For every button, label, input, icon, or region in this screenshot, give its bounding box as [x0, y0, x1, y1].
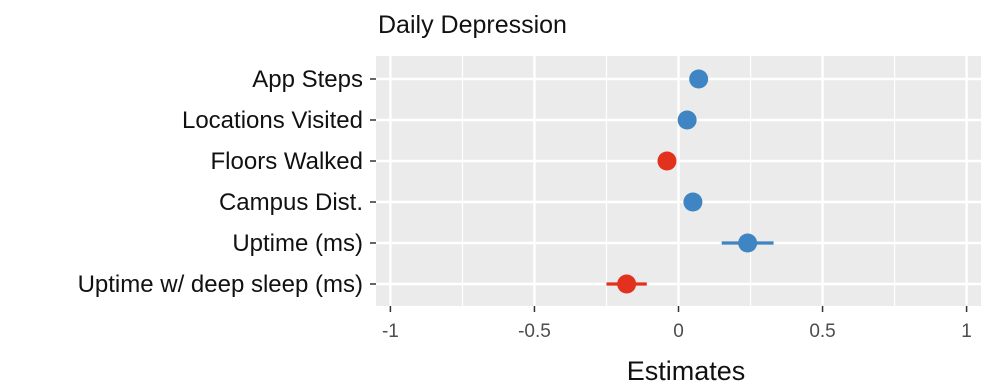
x-tick-label: 0.5 — [809, 321, 835, 342]
y-category-label: Floors Walked — [211, 148, 363, 175]
x-tick-label: -0.5 — [518, 321, 551, 342]
minor-gridlines — [461, 56, 896, 306]
estimate-point — [617, 274, 637, 294]
x-axis: -1 -0.5 0 0.5 1 — [382, 306, 972, 342]
y-category-label: Uptime w/ deep sleep (ms) — [78, 271, 363, 298]
estimate-point — [677, 110, 697, 130]
estimate-point — [689, 69, 709, 89]
estimate-point — [683, 192, 703, 212]
x-axis-title: Estimates — [627, 356, 746, 383]
y-category-label: Uptime (ms) — [232, 230, 363, 257]
x-tick-label: -1 — [382, 321, 399, 342]
estimate-point — [657, 151, 677, 171]
chart-title: Daily Depression — [378, 11, 567, 39]
y-category-label: App Steps — [252, 66, 363, 93]
x-tick-label: 1 — [961, 321, 972, 342]
estimate-point — [738, 233, 758, 253]
y-axis: App Steps Locations Visited Floors Walked C… — [78, 66, 376, 298]
y-category-label: Campus Dist. — [219, 189, 363, 216]
x-tick-label: 0 — [673, 321, 684, 342]
estimate-marks — [606, 69, 774, 294]
y-category-label: Locations Visited — [182, 107, 363, 134]
